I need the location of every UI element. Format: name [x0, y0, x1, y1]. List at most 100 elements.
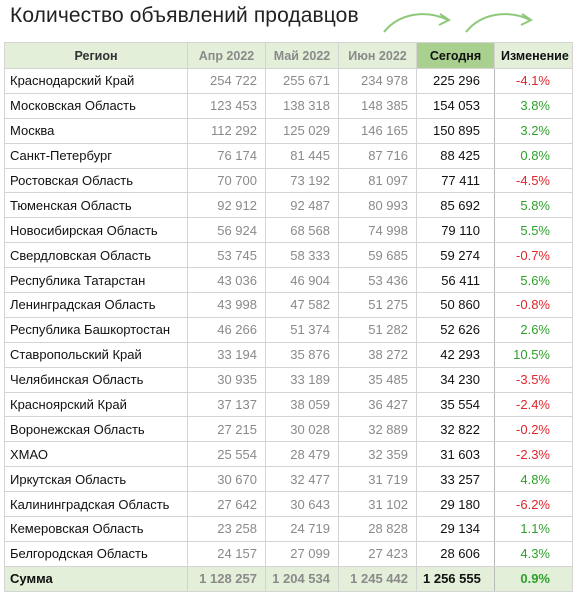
- table-row: Санкт-Петербург 76 174 81 445 87 716 88 425 0…: [4, 142, 573, 169]
- cell-change: -0.8%: [494, 292, 573, 318]
- cell-change: 1.1%: [494, 516, 573, 542]
- cell-jun: 51 275: [338, 292, 417, 318]
- table-row: Москва 112 292 125 029 146 165 150 895 3.2%: [4, 117, 573, 144]
- listings-table: Регион Апр 2022 Май 2022 Июн 2022 Сегодн…: [4, 42, 573, 592]
- cell-region: Белгородская Область: [4, 540, 188, 567]
- cell-may: 33 189: [265, 366, 339, 393]
- cell-change: -4.1%: [494, 68, 573, 94]
- table-row: Свердловская Область 53 745 58 333 59 685 59…: [4, 242, 573, 269]
- cell-may: 32 477: [265, 466, 339, 493]
- cell-today: 52 626: [416, 316, 495, 343]
- cell-jun: 35 485: [338, 366, 417, 393]
- col-header-change: Изменение: [494, 42, 573, 69]
- cell-today: 88 425: [416, 142, 495, 169]
- cell-today: 154 053: [416, 92, 495, 119]
- cell-change: 5.8%: [494, 192, 573, 219]
- cell-change: 3.8%: [494, 92, 573, 119]
- cell-change: -3.5%: [494, 366, 573, 393]
- cell-region: Челябинская Область: [4, 366, 188, 393]
- cell-region: Республика Татарстан: [4, 267, 188, 294]
- col-header-may: Май 2022: [265, 42, 339, 69]
- cell-may: 73 192: [265, 167, 339, 194]
- cell-change: 2.6%: [494, 316, 573, 343]
- page-title: Количество объявлений продавцов: [10, 4, 359, 27]
- col-header-apr: Апр 2022: [187, 42, 266, 69]
- cell-change: 0.8%: [494, 142, 573, 169]
- cell-apr: 53 745: [187, 242, 266, 269]
- cell-may: 81 445: [265, 142, 339, 169]
- table-row: Ставропольский Край 33 194 35 876 38 272 42 …: [4, 341, 573, 368]
- cell-today: 29 134: [416, 516, 495, 542]
- cell-apr: 56 924: [187, 217, 266, 244]
- cell-region: Республика Башкортостан: [4, 316, 188, 343]
- cell-today: 28 606: [416, 540, 495, 567]
- cell-jun: 80 993: [338, 192, 417, 219]
- table-row: Московская Область 123 453 138 318 148 385 1…: [4, 92, 573, 119]
- cell-may: 255 671: [265, 68, 339, 94]
- cell-today: 50 860: [416, 292, 495, 318]
- cell-today: 225 296: [416, 68, 495, 94]
- cell-today: 42 293: [416, 341, 495, 368]
- cell-may: 28 479: [265, 441, 339, 468]
- cell-apr: 27 642: [187, 491, 266, 518]
- cell-today: 34 230: [416, 366, 495, 393]
- cell-region: Кемеровская Область: [4, 516, 188, 542]
- table-row: Белгородская Область 24 157 27 099 27 423 28…: [4, 540, 573, 567]
- cell-may: 30 643: [265, 491, 339, 518]
- cell-region: Иркутская Область: [4, 466, 188, 493]
- table-row: Краснодарский Край 254 722 255 671 234 978 2…: [4, 68, 573, 94]
- table-row: Челябинская Область 30 935 33 189 35 485 34 …: [4, 366, 573, 393]
- col-header-jun: Июн 2022: [338, 42, 417, 69]
- cell-region: Москва: [4, 117, 188, 144]
- table-row: Ленинградская Область 43 998 47 582 51 275 5…: [4, 292, 573, 318]
- cell-may: 24 719: [265, 516, 339, 542]
- cell-today: 1 256 555: [416, 565, 495, 592]
- cell-jun: 31 719: [338, 466, 417, 493]
- cell-apr: 33 194: [187, 341, 266, 368]
- table-row: Калининградская Область 27 642 30 643 31 10…: [4, 491, 573, 518]
- cell-today: 77 411: [416, 167, 495, 194]
- cell-region: Сумма: [4, 565, 188, 592]
- table-row: ХМАО 25 554 28 479 32 359 31 603 -2.3%: [4, 441, 573, 468]
- cell-apr: 30 935: [187, 366, 266, 393]
- cell-change: 4.8%: [494, 466, 573, 493]
- cell-may: 68 568: [265, 217, 339, 244]
- cell-jun: 36 427: [338, 391, 417, 418]
- cell-may: 38 059: [265, 391, 339, 418]
- cell-jun: 38 272: [338, 341, 417, 368]
- cell-apr: 254 722: [187, 68, 266, 94]
- cell-may: 138 318: [265, 92, 339, 119]
- table-row: Республика Татарстан 43 036 46 904 53 436 56…: [4, 267, 573, 294]
- cell-apr: 1 128 257: [187, 565, 266, 592]
- cell-change: 10.5%: [494, 341, 573, 368]
- arrow-icon: [465, 13, 533, 33]
- cell-region: Воронежская Область: [4, 416, 188, 443]
- cell-region: Красноярский Край: [4, 391, 188, 418]
- cell-change: -2.3%: [494, 441, 573, 468]
- col-header-region: Регион: [4, 42, 188, 69]
- cell-apr: 70 700: [187, 167, 266, 194]
- total-row: Сумма 1 128 257 1 204 534 1 245 442 1 256 55…: [4, 565, 573, 592]
- cell-may: 51 374: [265, 316, 339, 343]
- cell-apr: 43 998: [187, 292, 266, 318]
- cell-may: 1 204 534: [265, 565, 339, 592]
- cell-apr: 37 137: [187, 391, 266, 418]
- cell-jun: 234 978: [338, 68, 417, 94]
- cell-apr: 27 215: [187, 416, 266, 443]
- table-row: Новосибирская Область 56 924 68 568 74 998 7…: [4, 217, 573, 244]
- cell-may: 92 487: [265, 192, 339, 219]
- cell-change: 3.2%: [494, 117, 573, 144]
- cell-change: 5.6%: [494, 267, 573, 294]
- cell-may: 58 333: [265, 242, 339, 269]
- cell-jun: 51 282: [338, 316, 417, 343]
- cell-today: 59 274: [416, 242, 495, 269]
- cell-change: -0.7%: [494, 242, 573, 269]
- cell-today: 33 257: [416, 466, 495, 493]
- cell-jun: 27 423: [338, 540, 417, 567]
- cell-change: 0.9%: [494, 565, 573, 592]
- col-header-today: Сегодня: [416, 42, 495, 69]
- cell-change: 5.5%: [494, 217, 573, 244]
- cell-may: 30 028: [265, 416, 339, 443]
- cell-apr: 76 174: [187, 142, 266, 169]
- cell-may: 125 029: [265, 117, 339, 144]
